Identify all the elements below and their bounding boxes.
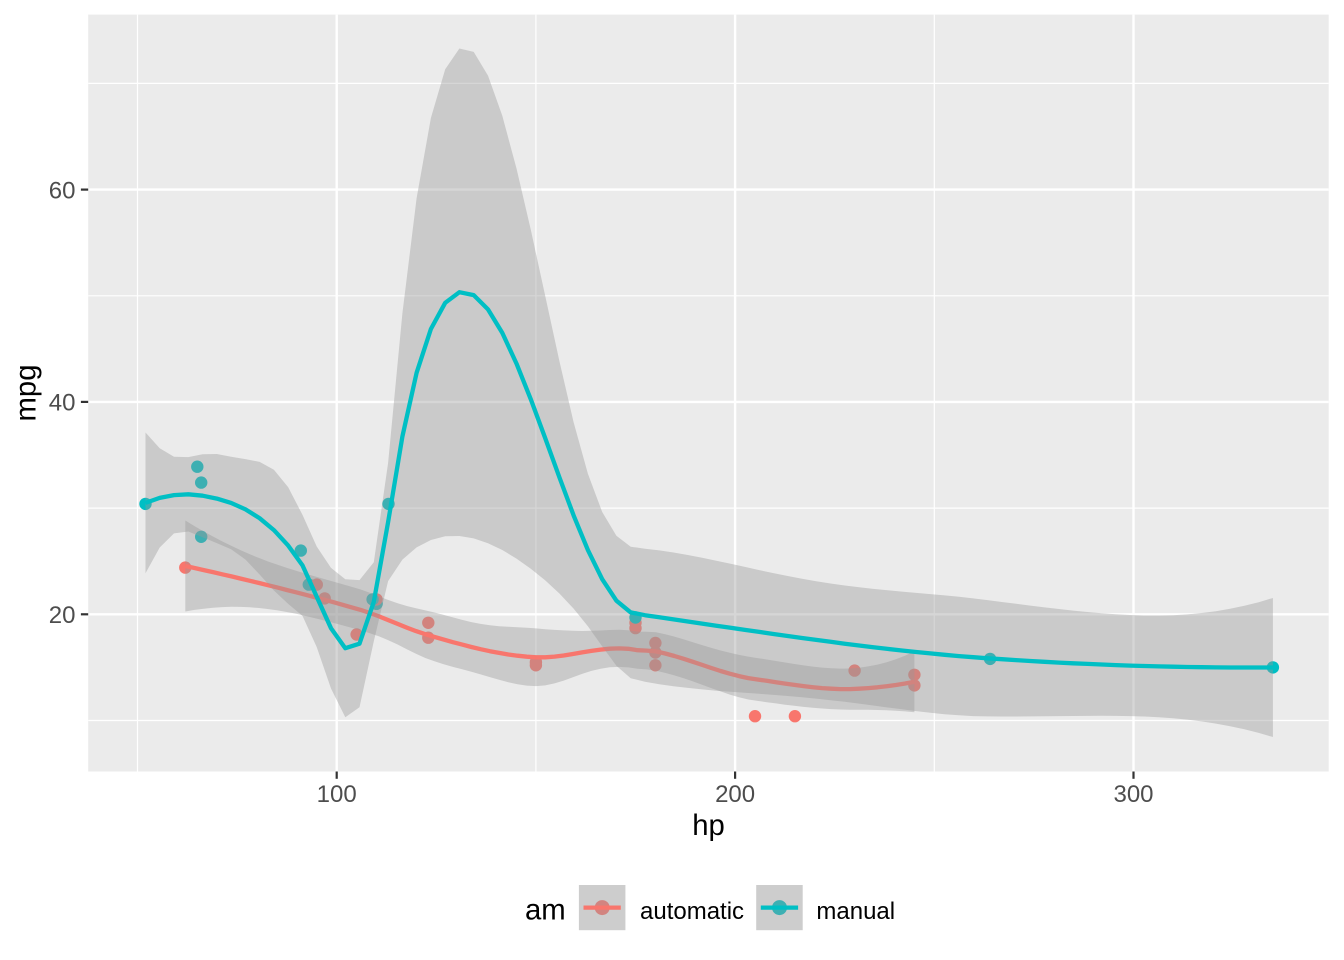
svg-text:automatic: automatic — [640, 898, 744, 925]
svg-text:200: 200 — [715, 781, 755, 808]
svg-text:300: 300 — [1113, 781, 1153, 808]
svg-text:20: 20 — [49, 602, 76, 629]
svg-text:manual: manual — [816, 898, 895, 925]
svg-text:am: am — [525, 894, 566, 927]
svg-text:40: 40 — [49, 390, 76, 417]
svg-text:60: 60 — [49, 177, 76, 204]
svg-text:100: 100 — [317, 781, 357, 808]
svg-text:hp: hp — [692, 809, 725, 842]
svg-text:mpg: mpg — [10, 365, 43, 422]
